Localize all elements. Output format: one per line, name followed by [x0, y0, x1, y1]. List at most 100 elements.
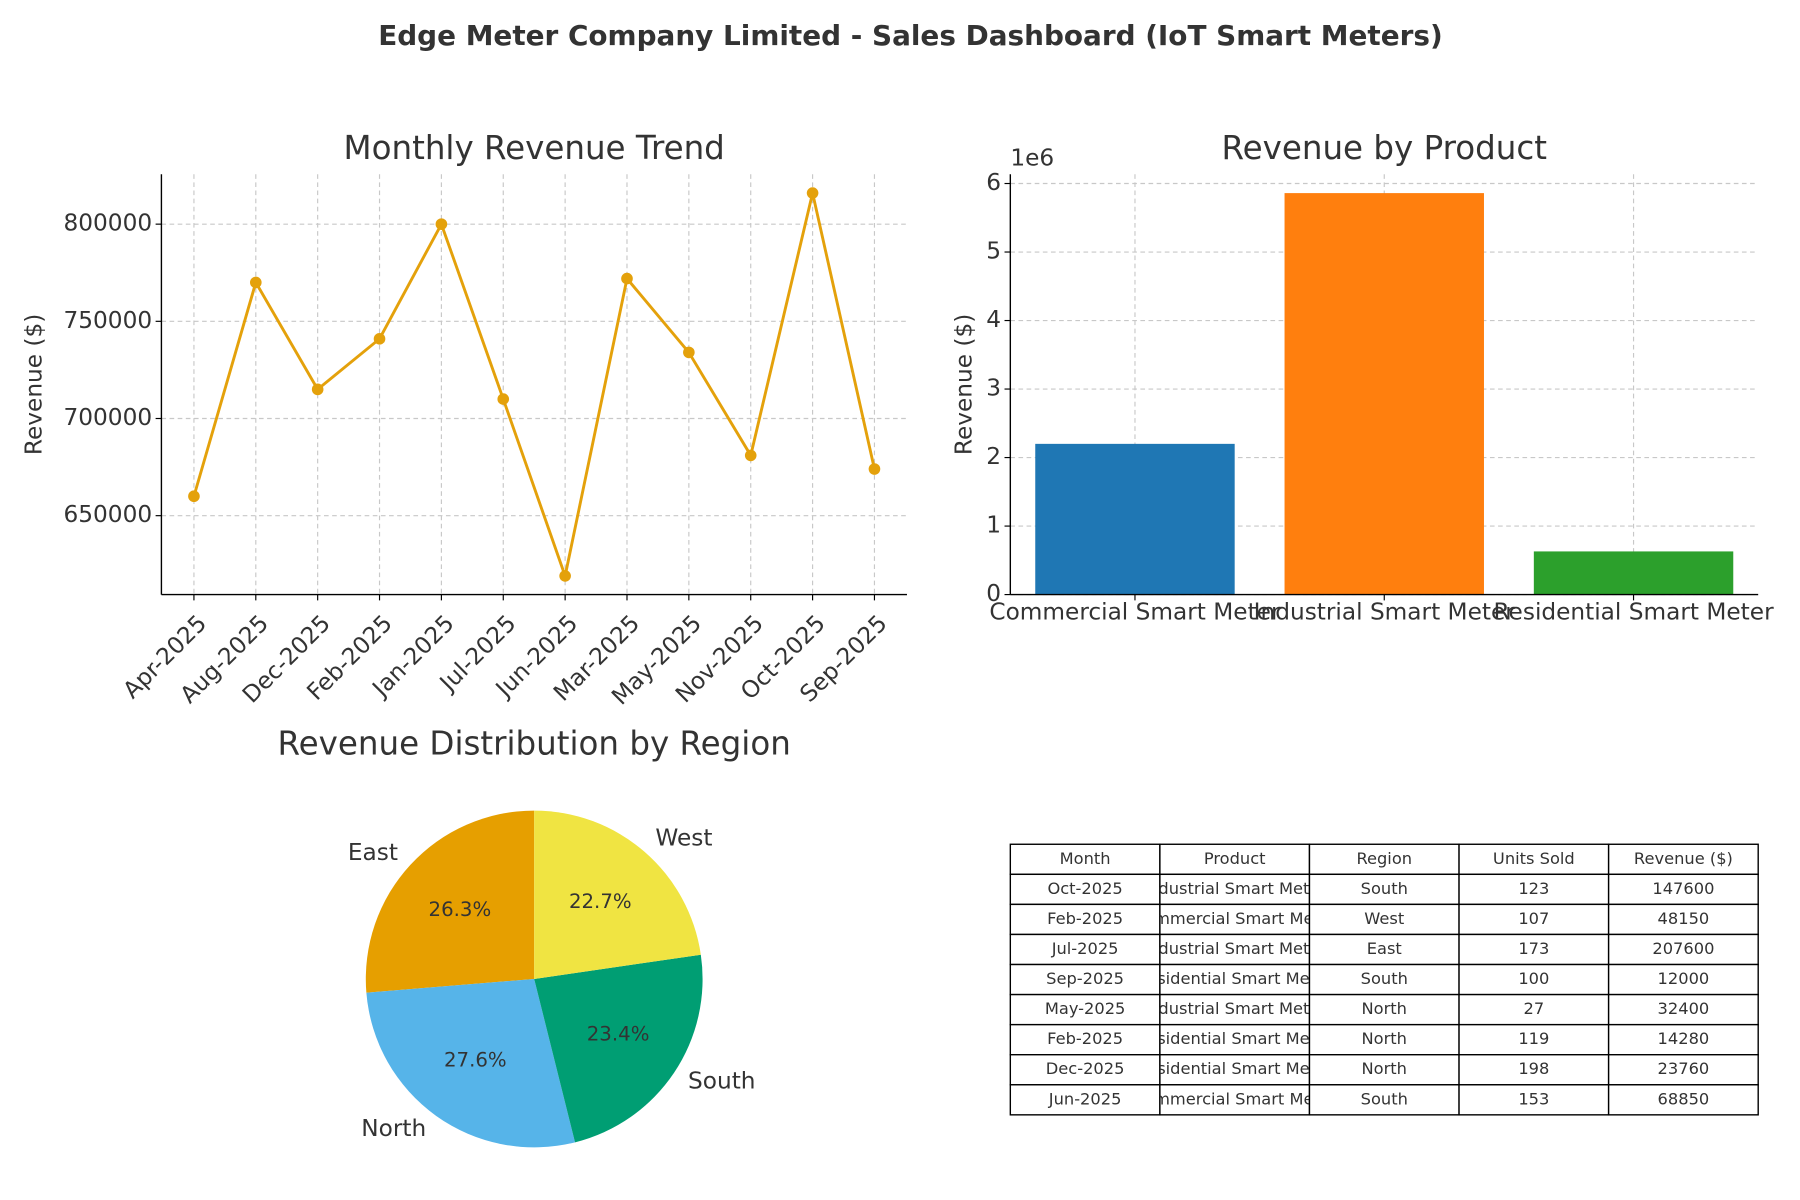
y-tick-label: 6 [986, 169, 1001, 196]
table-cell [1458, 993, 1610, 1026]
table-text: North [1362, 1029, 1407, 1048]
pie-slice [365, 810, 535, 993]
table-header: Month [1060, 849, 1111, 868]
table-text: Feb-2025 [1047, 1029, 1123, 1048]
table-text: Dec-2025 [1046, 1059, 1125, 1078]
table-text: 173 [1518, 939, 1549, 958]
table-cell [1607, 933, 1759, 966]
table-text: 207600 [1652, 939, 1714, 958]
table-cell [1607, 993, 1759, 1026]
table-cell [1607, 1084, 1759, 1116]
x-tick-label: Industrial Smart Meter [1254, 599, 1516, 626]
table-cell [1159, 873, 1311, 906]
table-text: South [1361, 969, 1408, 988]
table-text: May-2025 [1045, 999, 1126, 1018]
y-tick-label: 750000 [63, 307, 152, 334]
pie-value-label: 22.7% [569, 890, 632, 913]
table-text: Residential Smart Meter [1137, 1029, 1333, 1048]
table-text: 198 [1518, 1059, 1549, 1078]
table-text: Jul-2025 [1051, 939, 1119, 958]
point [311, 383, 324, 396]
table-text: 147600 [1652, 879, 1714, 898]
table-cell [1009, 903, 1161, 936]
table-cell [1607, 1023, 1759, 1056]
point [806, 187, 819, 199]
y-tick-label: 0 [986, 580, 1001, 607]
table-header: Product [1204, 849, 1266, 868]
table-cell [1009, 1084, 1161, 1116]
table-text: Feb-2025 [1047, 909, 1123, 928]
table-header: Region [1356, 849, 1412, 868]
y-tick-label: 4 [986, 306, 1001, 333]
table-header: Units Sold [1493, 849, 1575, 868]
table-text: Industrial Smart Meter [1143, 999, 1326, 1018]
x-tick-label: Residential Smart Meter [1493, 599, 1774, 626]
point [249, 276, 262, 289]
pie-slice [366, 978, 576, 1148]
point [683, 346, 695, 359]
table-text: 48150 [1658, 909, 1710, 928]
y-axis-label: Revenue ($) [951, 314, 978, 455]
y-offset-label: 1e6 [1010, 145, 1054, 172]
table-text: Industrial Smart Meter [1143, 879, 1326, 898]
table-cell [1308, 1084, 1460, 1116]
table-cell [1458, 843, 1610, 876]
table-text: 153 [1518, 1089, 1549, 1108]
table-text: Commercial Smart Meter [1133, 909, 1337, 928]
y-tick-label: 650000 [63, 501, 152, 528]
pie-slice [534, 954, 703, 1143]
table-cell [1159, 993, 1311, 1026]
table-text: Jun-2025 [1048, 1089, 1122, 1108]
table-cell [1607, 843, 1759, 876]
table-text: Oct-2025 [1047, 879, 1122, 898]
table-text: South [1361, 1089, 1408, 1108]
table-cell [1607, 903, 1759, 936]
y-tick-label: 700000 [63, 404, 152, 431]
y-tick-label: 5 [986, 238, 1001, 265]
chart-title: Revenue Distribution by Region [278, 725, 791, 763]
line-series [192, 192, 876, 582]
table-text: 14280 [1658, 1029, 1710, 1048]
table-text: 32400 [1658, 999, 1710, 1018]
point [868, 463, 881, 475]
x-tick-label: Commercial Smart Meter [989, 599, 1281, 626]
dashboard-title: Edge Meter Company Limited - Sales Dashb… [378, 19, 1443, 52]
table-text: 12000 [1658, 969, 1710, 988]
pie-label: West [655, 824, 712, 851]
bar [1284, 193, 1484, 595]
table-cell [1159, 1023, 1311, 1056]
table-cell [1009, 1023, 1161, 1056]
point [188, 490, 200, 503]
point [373, 333, 386, 345]
table-cell [1458, 1054, 1610, 1086]
table-text: 123 [1518, 879, 1549, 898]
table-cell [1009, 993, 1161, 1026]
pie-label: North [361, 1115, 426, 1142]
table-cell [1607, 873, 1759, 906]
table-cell [1159, 843, 1311, 876]
table-text: East [1367, 939, 1402, 958]
pie-value-label: 27.6% [444, 1049, 507, 1072]
pie-slice [534, 810, 701, 979]
table-text: Sep-2025 [1046, 969, 1124, 988]
pie-value-label: 23.4% [587, 1023, 650, 1046]
pie-label: South [688, 1068, 755, 1095]
table-cell [1159, 1084, 1311, 1116]
table-cell [1308, 1023, 1460, 1056]
table-text: 119 [1518, 1029, 1549, 1048]
table-text: 23760 [1658, 1059, 1710, 1078]
y-tick-label: 1 [986, 512, 1001, 539]
pie-label: East [348, 839, 398, 866]
point [744, 449, 757, 462]
chart-title: Revenue by Product [1222, 129, 1547, 167]
table-cell [1009, 1054, 1161, 1086]
table-text: 27 [1523, 999, 1544, 1018]
table-cell [1458, 963, 1610, 996]
table-text: 100 [1518, 969, 1549, 988]
table-cell [1458, 1084, 1610, 1116]
bar [1035, 443, 1235, 595]
table-cell [1607, 963, 1759, 996]
table-text: North [1362, 1059, 1407, 1078]
table-text: 68850 [1658, 1089, 1710, 1108]
